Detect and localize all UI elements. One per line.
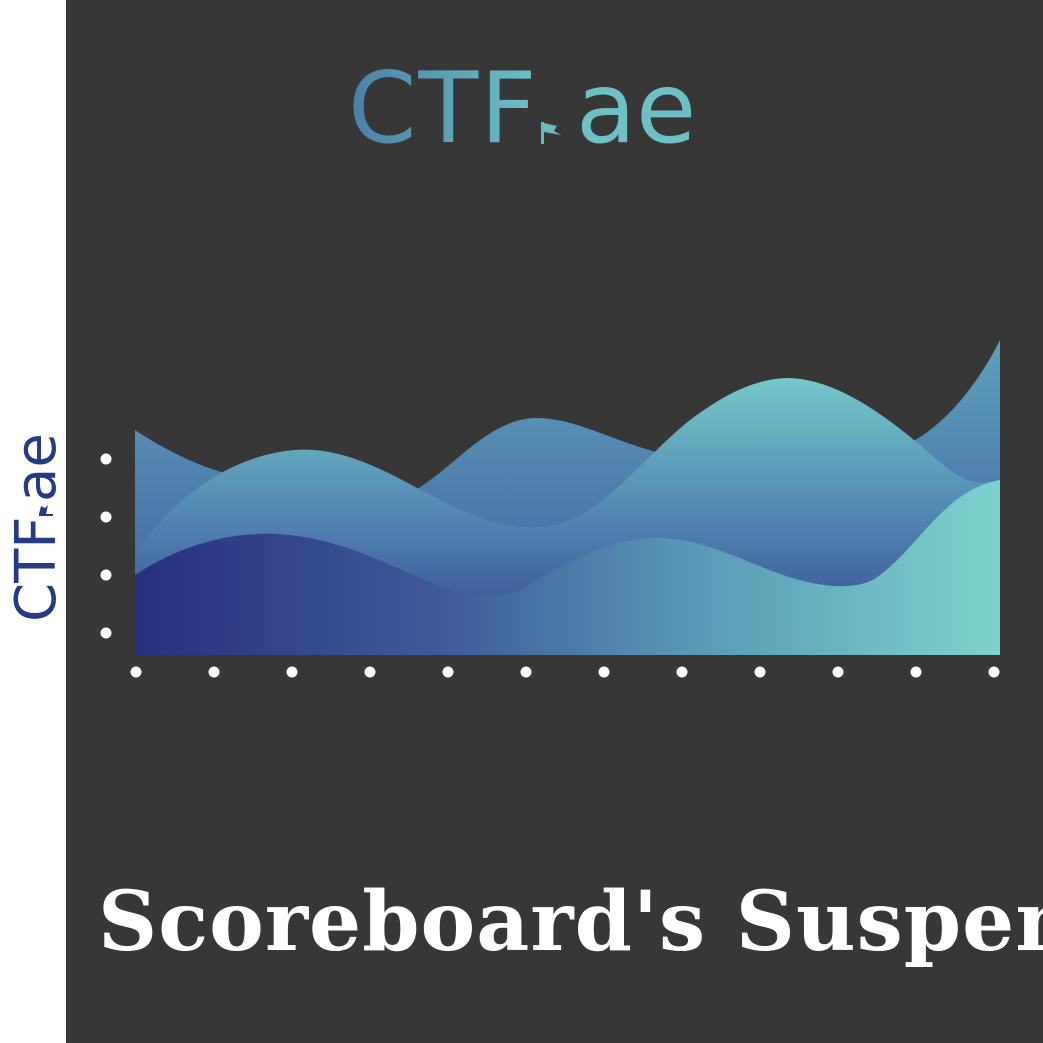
y-axis-dots xyxy=(100,453,112,639)
x-dot xyxy=(676,666,688,678)
main-flag-icon xyxy=(541,122,561,144)
artwork: CTF ae xyxy=(66,0,1043,1043)
sidebar-logo: CTF ae xyxy=(4,433,66,622)
x-dot xyxy=(910,666,922,678)
y-dot xyxy=(100,453,112,465)
x-axis-dots xyxy=(130,666,1000,678)
x-dot xyxy=(754,666,766,678)
x-dot xyxy=(520,666,532,678)
x-dot xyxy=(442,666,454,678)
x-dot xyxy=(832,666,844,678)
y-dot xyxy=(100,627,112,639)
x-dot xyxy=(364,666,376,678)
main-logo-ae: ae xyxy=(576,52,696,166)
x-dot xyxy=(286,666,298,678)
sidebar-logo-ae: ae xyxy=(4,433,66,502)
poster-title: Scoreboard's Suspense xyxy=(98,874,1043,970)
x-dot xyxy=(988,666,1000,678)
x-dot xyxy=(130,666,142,678)
sidebar: CTF ae xyxy=(0,0,66,1043)
sidebar-flag-icon xyxy=(39,505,53,516)
x-dot xyxy=(208,666,220,678)
y-dot xyxy=(100,569,112,581)
main-logo-ctf: CTF xyxy=(348,52,539,166)
y-dot xyxy=(100,511,112,523)
wave-front xyxy=(135,480,1000,655)
main-logo: CTF ae xyxy=(348,52,696,166)
main-panel: CTF ae xyxy=(66,0,1043,1043)
wave-graphic xyxy=(135,340,1000,655)
x-dot xyxy=(598,666,610,678)
sidebar-logo-ctf: CTF xyxy=(4,516,66,622)
